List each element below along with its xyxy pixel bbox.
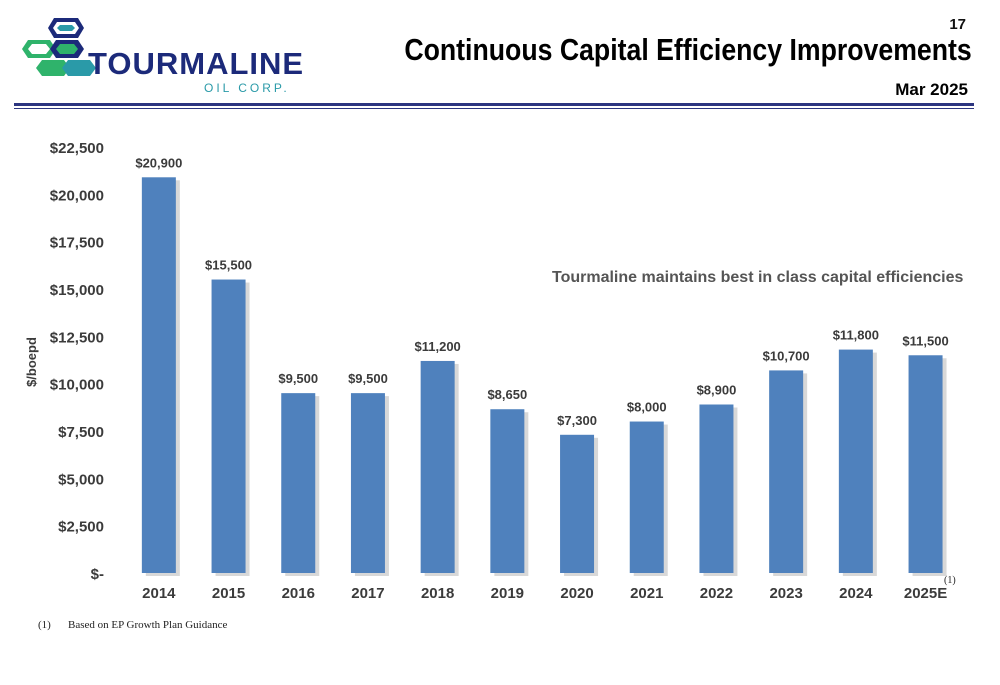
header-rule-thick [14,103,974,106]
x-tick-label: 2022 [700,585,733,602]
y-tick-label: $22,500 [50,140,104,157]
bar-2020 [560,434,595,573]
data-label: $9,500 [278,371,318,386]
data-label: $8,000 [627,400,667,415]
data-label: $11,200 [415,339,461,354]
y-tick-label: $- [91,566,104,583]
y-tick-label: $15,000 [50,282,104,299]
footnote-marker: (1) [944,575,956,586]
y-tick-label: $12,500 [50,329,104,346]
page-date: Mar 2025 [895,80,968,99]
x-tick-label: 2020 [560,585,593,602]
x-tick-label: 2023 [769,585,802,602]
page-title: Continuous Capital Efficiency Improvemen… [404,32,972,67]
x-tick-label: 2016 [282,585,315,602]
x-tick-label: 2014 [142,585,176,602]
tourmaline-gem-icon [22,18,96,76]
y-tick-label: $10,000 [50,377,104,394]
header-rule-thin [14,108,974,109]
x-tick-label: 2018 [421,585,454,602]
footnote-text: Based on EP Growth Plan Guidance [68,619,228,631]
x-tick-label: 2017 [351,585,384,602]
data-label: $7,300 [557,413,597,428]
bar-2014 [141,177,176,573]
x-tick-label: 2019 [491,585,524,602]
bar-2016 [281,393,316,573]
bar-2023 [769,370,804,573]
bar-2015 [211,279,246,573]
bar-2019 [490,409,525,573]
page-number: 17 [949,16,966,33]
x-tick-label: 2024 [839,585,873,602]
data-label: $11,500 [902,333,948,348]
y-tick-label: $5,000 [58,471,104,488]
y-tick-label: $17,500 [50,235,104,252]
bar-2017 [350,393,385,573]
bar-2021 [629,421,664,573]
data-label: $8,650 [487,387,527,402]
data-label: $20,900 [135,155,182,170]
capital-efficiency-chart: $- $2,500 $5,000 $7,500 $10,000 $12,500 $15,00… [24,140,949,602]
y-tick-label: $2,500 [58,519,104,536]
bar-2024 [838,349,873,573]
bar-2025E [908,355,943,573]
y-tick-label: $7,500 [58,424,104,441]
x-tick-label: 2015 [212,585,245,602]
data-label: $10,700 [763,348,810,363]
x-tick-label: 2025E [904,585,947,602]
chart-annotation: Tourmaline maintains best in class capit… [552,269,964,286]
bar-2022 [699,404,734,573]
x-tick-label: 2021 [630,585,663,602]
data-label: $8,900 [697,382,737,397]
data-label: $9,500 [348,371,388,386]
company-logo: TOURMALINE OIL CORP. [20,16,303,96]
footnote: (1) Based on EP Growth Plan Guidance [38,619,227,631]
data-label: $15,500 [205,258,252,273]
y-tick-label: $20,000 [50,187,104,204]
y-axis-title: $/boepd [24,337,39,387]
data-label: $11,800 [833,328,879,343]
footnote-number: (1) [38,619,51,631]
logo-subtitle: OIL CORP. [204,81,290,95]
bar-2018 [420,360,455,573]
logo-wordmark: TOURMALINE [88,46,305,81]
